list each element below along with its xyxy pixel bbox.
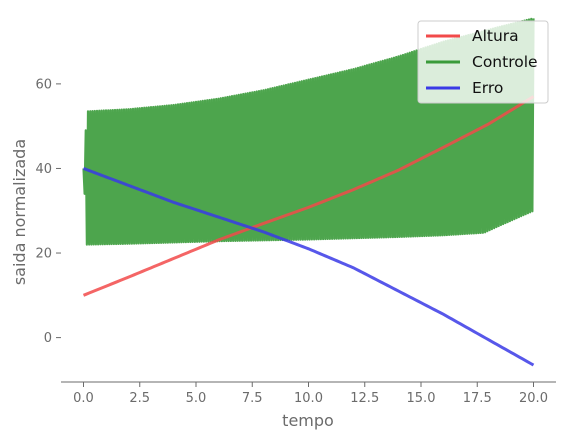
legend-label-altura: Altura: [472, 27, 519, 45]
y-tick-label: 20: [35, 247, 52, 262]
x-tick-label: 17.5: [463, 391, 492, 406]
x-tick-label: 2.5: [129, 391, 150, 406]
plot-area: [82, 17, 535, 367]
x-tick-label: 12.5: [350, 391, 379, 406]
x-axis-title: tempo: [282, 411, 334, 430]
x-tick-label: 15.0: [407, 391, 436, 406]
x-tick-label: 20.0: [519, 391, 548, 406]
legend-label-erro: Erro: [472, 79, 503, 97]
y-tick-label: 40: [35, 162, 52, 177]
x-tick-label: 10.0: [294, 391, 323, 406]
x-tick-label: 0.0: [73, 391, 94, 406]
x-tick-label: 7.5: [242, 391, 263, 406]
legend-box: [417, 20, 549, 104]
y-tick-label: 60: [35, 77, 52, 92]
ticks: 0.0 2.5 5.0 7.5 10.0 12.5 15.0 17.5 20.0 0 20 40 60: [35, 77, 548, 406]
series-erro-line: [82, 167, 535, 367]
x-tick-label: 5.0: [186, 391, 207, 406]
legend: Altura Controle Erro: [417, 20, 549, 104]
series-altura-line: [82, 95, 535, 297]
y-axis-title: saida normalizada: [10, 139, 29, 285]
y-tick-label: 0: [44, 331, 52, 346]
legend-label-controle: Controle: [472, 53, 538, 71]
